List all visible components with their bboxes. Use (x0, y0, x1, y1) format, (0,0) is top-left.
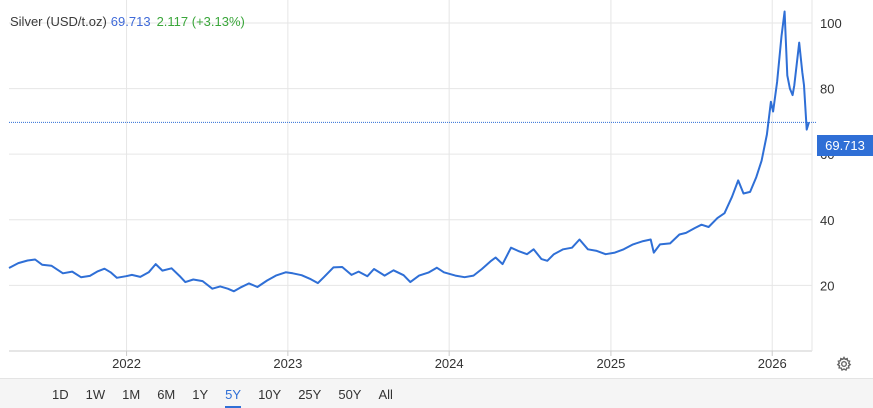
range-toolbar: 1D 1W 1M 6M 1Y 5Y 10Y 25Y 50Y All (0, 378, 873, 408)
settings-button[interactable] (836, 356, 852, 372)
last-price: 69.713 (110, 14, 151, 29)
plot-area (8, 10, 817, 293)
range-1d[interactable]: 1D (52, 387, 69, 402)
y-tick-label: 100 (820, 16, 842, 31)
x-tick-label: 2024 (435, 356, 464, 371)
x-tick-label: 2025 (596, 356, 625, 371)
y-tick-label: 20 (820, 278, 834, 293)
axes: 2040608010020222023202420252026 (9, 0, 842, 371)
range-6m[interactable]: 6M (157, 387, 176, 402)
grid (9, 0, 812, 351)
y-tick-label: 80 (820, 82, 834, 97)
chart-header: Silver (USD/t.oz) 69.713 2.117 (+3.13%) (10, 14, 245, 29)
x-tick-label: 2022 (112, 356, 141, 371)
range-10y[interactable]: 10Y (258, 387, 282, 402)
price-change: 2.117 (+3.13%) (156, 14, 245, 29)
range-1y[interactable]: 1Y (192, 387, 209, 402)
range-5y[interactable]: 5Y (225, 385, 242, 408)
range-1w[interactable]: 1W (85, 387, 106, 402)
last-price-tag: 69.713 (817, 135, 873, 156)
x-tick-label: 2023 (273, 356, 302, 371)
series-line-silver (8, 10, 810, 293)
range-50y[interactable]: 50Y (338, 387, 362, 402)
y-tick-label: 40 (820, 213, 834, 228)
x-tick-label: 2026 (758, 356, 787, 371)
gear-icon (836, 356, 852, 371)
chart-title: Silver (USD/t.oz) (10, 14, 107, 29)
chart-svg: 2040608010020222023202420252026 (8, 0, 842, 371)
range-all[interactable]: All (378, 387, 393, 402)
range-selector: 1D 1W 1M 6M 1Y 5Y 10Y 25Y 50Y All (52, 385, 410, 408)
range-25y[interactable]: 25Y (298, 387, 322, 402)
range-1m[interactable]: 1M (122, 387, 141, 402)
